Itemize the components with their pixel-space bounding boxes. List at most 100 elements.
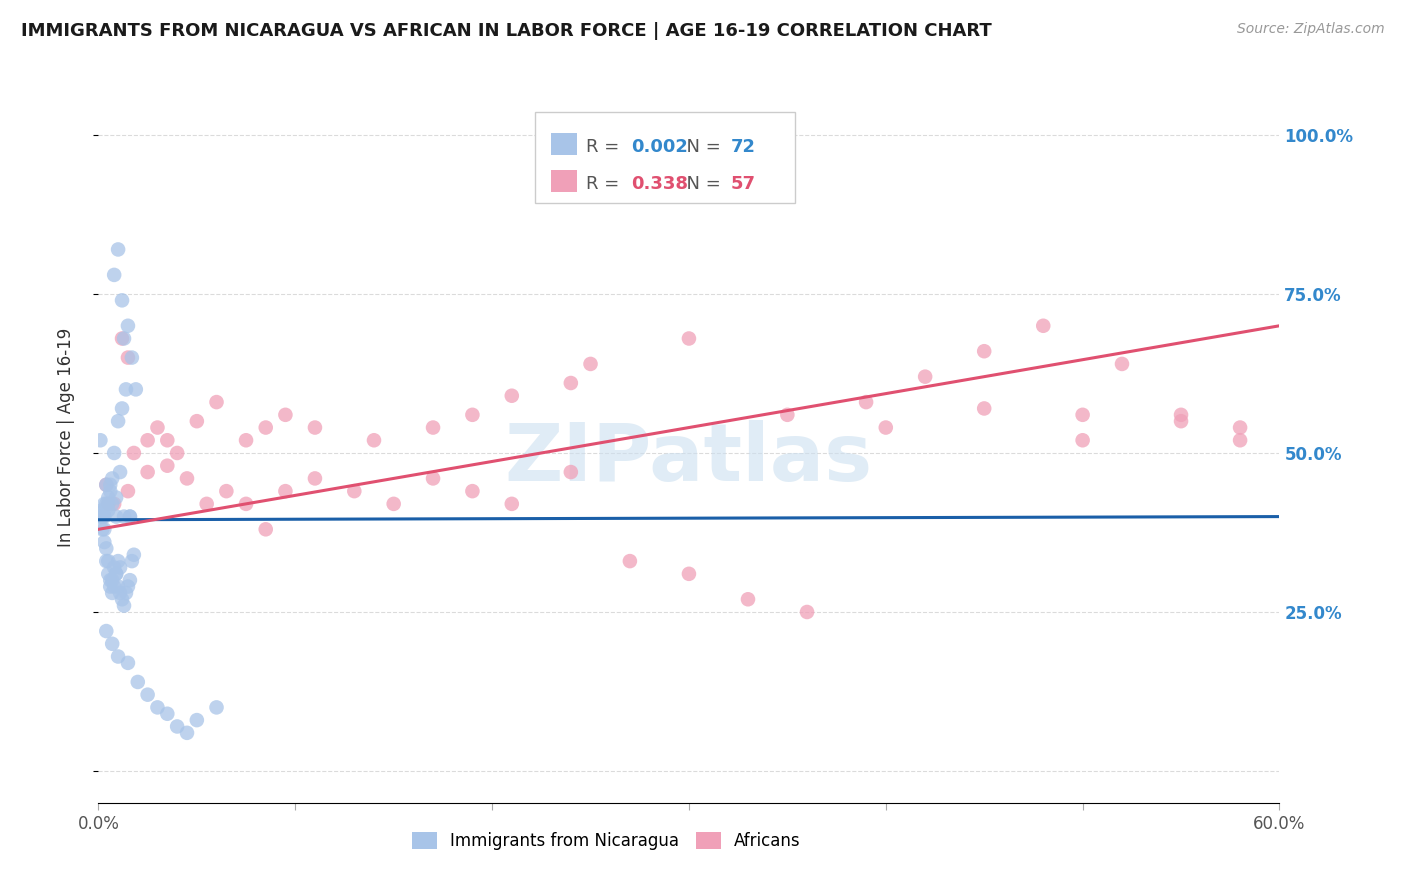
Point [111, 331, 134, 345]
Point [107, 554, 129, 568]
Point [973, 401, 995, 416]
Point [855, 395, 877, 409]
Point [107, 580, 129, 594]
Point [101, 497, 124, 511]
Point [205, 395, 228, 409]
Point [101, 586, 124, 600]
Point [117, 580, 139, 594]
Point [97, 497, 120, 511]
Text: N =: N = [675, 175, 727, 194]
Text: 72: 72 [730, 138, 755, 156]
FancyBboxPatch shape [551, 133, 576, 155]
Point [343, 484, 366, 499]
Point [146, 700, 169, 714]
Point [112, 509, 135, 524]
Point [176, 726, 198, 740]
Point [186, 713, 208, 727]
Y-axis label: In Labor Force | Age 16-19: In Labor Force | Age 16-19 [56, 327, 75, 547]
Point [96, 541, 118, 556]
Point [127, 675, 149, 690]
Point [91, 522, 114, 536]
Text: Source: ZipAtlas.com: Source: ZipAtlas.com [1237, 22, 1385, 37]
Point [103, 560, 125, 574]
Point [103, 497, 125, 511]
Point [111, 592, 134, 607]
Point [97, 566, 120, 581]
Point [108, 465, 131, 479]
FancyBboxPatch shape [551, 169, 576, 193]
Point [105, 566, 128, 581]
Point [89, 509, 111, 524]
Point [97, 497, 120, 511]
Point [461, 408, 484, 422]
Point [105, 509, 128, 524]
Point [560, 376, 582, 390]
Point [254, 522, 277, 536]
Point [274, 408, 297, 422]
Point [560, 465, 582, 479]
Point [103, 446, 125, 460]
Point [363, 434, 385, 448]
Text: 0.338: 0.338 [631, 175, 688, 194]
Point [1170, 414, 1192, 428]
Point [118, 573, 141, 587]
Point [136, 688, 159, 702]
Point [93, 503, 115, 517]
Point [304, 420, 326, 434]
Point [96, 477, 118, 491]
Point [461, 484, 484, 499]
Legend: Immigrants from Nicaragua, Africans: Immigrants from Nicaragua, Africans [405, 825, 807, 856]
Point [107, 414, 129, 428]
FancyBboxPatch shape [536, 112, 796, 203]
Point [121, 351, 143, 365]
Point [101, 573, 124, 587]
Point [166, 719, 188, 733]
Text: IMMIGRANTS FROM NICARAGUA VS AFRICAN IN LABOR FORCE | AGE 16-19 CORRELATION CHAR: IMMIGRANTS FROM NICARAGUA VS AFRICAN IN … [21, 22, 991, 40]
Point [235, 497, 257, 511]
Point [166, 446, 188, 460]
Point [93, 522, 115, 536]
Point [156, 434, 179, 448]
Point [122, 446, 145, 460]
Point [117, 656, 139, 670]
Point [91, 503, 114, 517]
Point [93, 509, 115, 524]
Point [108, 586, 131, 600]
Point [96, 624, 118, 638]
Text: 0.002: 0.002 [631, 138, 688, 156]
Point [1111, 357, 1133, 371]
Point [103, 580, 125, 594]
Point [117, 484, 139, 499]
Point [112, 331, 135, 345]
Point [678, 566, 700, 581]
Point [156, 458, 179, 473]
Point [96, 497, 118, 511]
Point [97, 554, 120, 568]
Point [118, 509, 141, 524]
Point [1032, 318, 1054, 333]
Point [97, 503, 120, 517]
Point [111, 401, 134, 416]
Point [304, 471, 326, 485]
Point [97, 491, 120, 505]
Point [382, 497, 405, 511]
Text: 57: 57 [730, 175, 755, 194]
Text: N =: N = [675, 138, 727, 156]
Point [619, 554, 641, 568]
Point [117, 318, 139, 333]
Point [136, 465, 159, 479]
Point [422, 420, 444, 434]
Point [579, 357, 602, 371]
Text: R =: R = [586, 175, 626, 194]
Point [1170, 408, 1192, 422]
Point [422, 471, 444, 485]
Point [235, 434, 257, 448]
Point [501, 389, 523, 403]
Point [501, 497, 523, 511]
Point [103, 268, 125, 282]
Point [101, 471, 124, 485]
Text: R =: R = [586, 138, 626, 156]
Point [796, 605, 818, 619]
Point [176, 471, 198, 485]
Point [156, 706, 179, 721]
